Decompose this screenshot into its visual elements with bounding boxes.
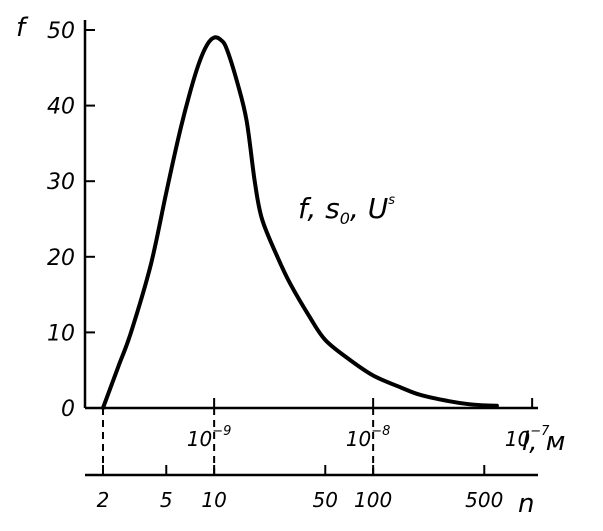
series-curve — [101, 35, 499, 410]
y-tick-label: 30 — [47, 170, 75, 195]
l-tick-label: 10−8 — [346, 424, 391, 451]
y-axis-label: f — [16, 13, 29, 43]
n-tick-label: 50 — [313, 488, 338, 512]
l-tick-label: 10−9 — [187, 424, 232, 451]
n-tick-label: 10 — [201, 488, 226, 512]
y-tick-label: 50 — [47, 19, 75, 44]
l-tick-label: 10−7 — [505, 424, 550, 451]
y-tick-label: 10 — [47, 321, 75, 346]
x-axis-l-label: l, м — [522, 427, 565, 457]
y-tick-label: 20 — [47, 246, 75, 271]
x-axis-n-label: n — [518, 489, 534, 519]
dashed-reference-lines — [102, 408, 375, 475]
x-axis-l-ticks: 10−9 10−8 10−7 — [187, 398, 550, 451]
y-tick-label: 0 — [61, 397, 75, 422]
x-axis-n-ticks: 2 5 10 50 100 500 — [97, 465, 503, 512]
curve-annotation: f, s0, Us — [298, 192, 395, 228]
y-tick-label: 40 — [47, 95, 75, 120]
n-tick-label: 2 — [97, 488, 110, 512]
n-tick-label: 500 — [465, 488, 503, 512]
y-axis-ticks: 0 10 20 30 40 50 — [47, 19, 95, 422]
n-tick-label: 5 — [160, 488, 173, 512]
n-tick-label: 100 — [354, 488, 392, 512]
